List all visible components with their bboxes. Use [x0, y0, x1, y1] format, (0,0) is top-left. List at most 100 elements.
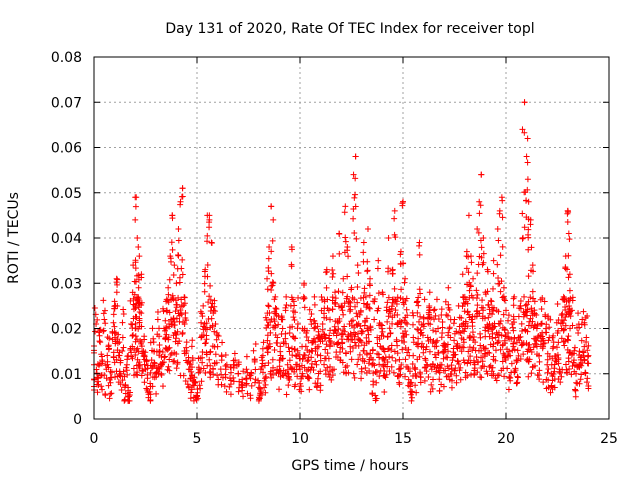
- data-point-cluster: [259, 357, 266, 364]
- data-point-cluster: [465, 311, 472, 318]
- data-point-cluster: [129, 355, 136, 362]
- data-point-cluster: [360, 249, 367, 256]
- data-point-cluster: [192, 378, 199, 385]
- data-point-cluster: [374, 340, 381, 347]
- data-point-cluster: [501, 340, 508, 347]
- data-point-cluster: [265, 302, 272, 309]
- data-point-cluster: [545, 315, 552, 322]
- data-point-cluster: [476, 210, 483, 217]
- y-tick-label: 0.04: [51, 231, 82, 247]
- data-point-cluster: [454, 345, 461, 352]
- data-point-cluster: [364, 258, 371, 265]
- data-point: [371, 316, 378, 323]
- data-point: [101, 316, 108, 323]
- data-point-cluster: [379, 355, 386, 362]
- data-point-cluster: [94, 389, 101, 396]
- data-point-cluster: [489, 364, 496, 371]
- data-point-cluster: [553, 319, 560, 326]
- data-point-cluster: [300, 281, 307, 288]
- data-point-cluster: [322, 334, 329, 341]
- data-point-cluster: [474, 291, 481, 298]
- data-point-cluster: [417, 374, 424, 381]
- data-point-cluster: [413, 373, 420, 380]
- data-point-cluster: [227, 391, 234, 398]
- data-point-cluster: [489, 335, 496, 342]
- data-point-cluster: [108, 369, 115, 376]
- data-point-cluster: [248, 382, 255, 389]
- data-point-cluster: [541, 340, 548, 347]
- data-point-cluster: [188, 368, 195, 375]
- data-point-cluster: [262, 381, 269, 388]
- data-point-cluster: [180, 372, 187, 379]
- data-point-cluster: [141, 336, 148, 343]
- y-tick-label: 0.08: [51, 50, 82, 66]
- data-point-cluster: [141, 361, 148, 368]
- data-point-cluster: [527, 221, 534, 228]
- data-point-cluster: [565, 252, 572, 259]
- data-point-cluster: [529, 295, 536, 302]
- data-point-cluster: [126, 392, 133, 399]
- data-point-cluster: [113, 356, 120, 363]
- data-point-cluster: [317, 368, 324, 375]
- data-point-cluster: [495, 372, 502, 379]
- data-point-cluster: [496, 320, 503, 327]
- data-point-cluster: [456, 367, 463, 374]
- data-point-cluster: [240, 368, 247, 375]
- data-point-cluster: [308, 364, 315, 371]
- data-point-cluster: [352, 303, 359, 310]
- data-point-cluster: [569, 322, 576, 329]
- data-point-cluster: [565, 274, 572, 281]
- data-point-cluster: [235, 359, 242, 366]
- data-point-cluster: [536, 367, 543, 374]
- data-point-cluster: [366, 292, 373, 299]
- data-point-cluster: [551, 365, 558, 372]
- data-point-cluster: [510, 313, 517, 320]
- data-point-cluster: [410, 312, 417, 319]
- data-point-cluster: [531, 307, 538, 314]
- data-point-cluster: [415, 294, 422, 301]
- data-point-cluster: [243, 376, 250, 383]
- data-point-cluster: [458, 314, 465, 321]
- data-point: [367, 275, 374, 282]
- data-point-cluster: [304, 327, 311, 334]
- data-point-cluster: [290, 314, 297, 321]
- data-point-cluster: [474, 369, 481, 376]
- data-point-cluster: [454, 357, 461, 364]
- data-point-cluster: [528, 244, 535, 251]
- data-point-cluster: [165, 291, 172, 298]
- data-point-cluster: [198, 319, 205, 326]
- data-point-cluster: [486, 349, 493, 356]
- data-point-cluster: [500, 293, 507, 300]
- data-point-cluster: [426, 348, 433, 355]
- data-point: [402, 275, 409, 282]
- data-point-cluster: [374, 265, 381, 272]
- data-point-cluster: [215, 376, 222, 383]
- data-point-cluster: [306, 306, 313, 313]
- data-point-cluster: [288, 294, 295, 301]
- data-point-cluster: [289, 323, 296, 330]
- data-point-cluster: [362, 365, 369, 372]
- data-point-cluster: [94, 381, 101, 388]
- data-point-cluster: [396, 356, 403, 363]
- data-point-cluster: [461, 359, 468, 366]
- data-point-cluster: [215, 332, 222, 339]
- data-point-cluster: [561, 342, 568, 349]
- data-point-cluster: [117, 359, 124, 366]
- data-point-cluster: [101, 372, 108, 379]
- data-point-cluster: [479, 297, 486, 304]
- data-point-cluster: [473, 354, 480, 361]
- data-point-cluster: [336, 230, 343, 237]
- data-point-cluster: [431, 306, 438, 313]
- data-point-cluster: [407, 380, 414, 387]
- data-point-cluster: [252, 341, 259, 348]
- x-tick-label: 10: [291, 431, 309, 447]
- data-point-cluster: [94, 378, 101, 385]
- data-point-cluster: [274, 339, 281, 346]
- data-point-cluster: [366, 305, 373, 312]
- data-point-cluster: [400, 260, 407, 267]
- data-point-cluster: [494, 261, 501, 268]
- data-point-cluster: [344, 362, 351, 369]
- data-point-cluster: [410, 339, 417, 346]
- data-point-cluster: [286, 357, 293, 364]
- data-point-cluster: [261, 377, 268, 384]
